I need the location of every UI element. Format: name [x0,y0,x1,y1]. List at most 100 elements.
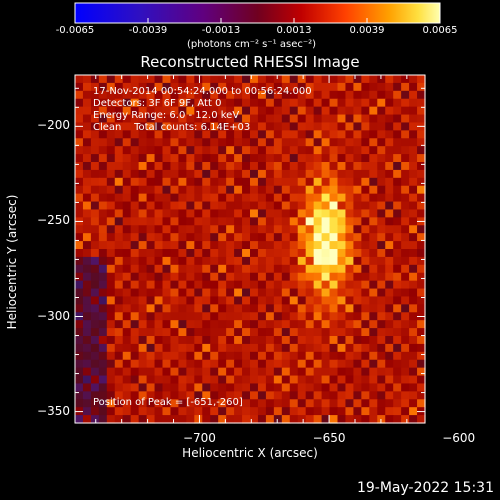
heatmap-cell [75,288,84,298]
heatmap-cell [226,82,235,92]
heatmap-cell [385,122,394,131]
heatmap-cell [170,82,179,92]
heatmap-cell [250,399,259,408]
heatmap-cell [313,201,323,211]
heatmap-cell [122,233,132,242]
heatmap-cell [226,351,235,361]
heatmap-cell [353,98,362,108]
heatmap-cell [106,304,116,313]
heatmap-cell [210,256,219,266]
heatmap-cell [273,328,283,337]
heatmap-cell [242,225,251,234]
heatmap-cell [106,177,116,187]
heatmap-cell [345,256,354,266]
heatmap-cell [305,185,315,195]
heatmap-cell [385,383,394,392]
heatmap-cell [377,130,386,139]
heatmap-cell [345,162,354,171]
heatmap-cell [361,336,370,345]
heatmap-cell [170,185,179,195]
heatmap-cell [186,280,195,290]
heatmap-cell [146,312,156,321]
heatmap-cell [369,90,378,100]
heatmap-cell [138,90,148,100]
heatmap-cell [337,280,347,290]
heatmap-cell [329,138,339,147]
heatmap-cell [305,256,315,266]
heatmap-cell [273,169,283,179]
heatmap-cell [138,336,148,345]
heatmap-cell [409,241,418,250]
heatmap-cell [154,122,164,131]
heatmap-cell [345,296,354,305]
heatmap-cell [313,209,323,218]
heatmap-cell [114,375,124,385]
heatmap-cell [138,359,148,369]
heatmap-cell [90,399,100,408]
heatmap-cell [90,336,100,345]
heatmap-cell [265,399,275,408]
y-tick-label: −200 [37,118,70,133]
heatmap-cell [337,391,347,400]
heatmap-cell [281,415,291,424]
heatmap-cell [297,154,307,163]
heatmap-cell [250,304,259,313]
heatmap-cell [313,98,323,108]
heatmap-cell [377,391,386,400]
heatmap-cell [226,264,235,274]
heatmap-cell [393,209,402,218]
heatmap-cell [98,391,108,400]
heatmap-cell [393,367,402,377]
heatmap-cell [273,162,283,171]
heatmap-cell [377,154,386,163]
heatmap-cell [114,312,124,321]
heatmap-cell [250,328,259,337]
heatmap-cell [90,241,100,250]
heatmap-cell [178,146,187,155]
heatmap-cell [361,383,370,392]
heatmap-cell [289,82,299,92]
heatmap-cell [122,209,132,218]
heatmap-cell [250,122,259,131]
heatmap-cell [281,241,291,250]
heatmap-cell [146,154,156,163]
heatmap-cell [345,146,354,155]
heatmap-cell [273,122,283,131]
heatmap-cell [130,169,140,179]
heatmap-cell [329,209,339,218]
heatmap-cell [162,375,172,385]
heatmap-cell [265,343,275,353]
heatmap-cell [106,288,116,298]
heatmap-cell [289,359,299,369]
heatmap-cell [409,272,418,282]
heatmap-cell [257,193,267,203]
heatmap-cell [361,154,370,163]
heatmap-cell [297,367,307,377]
heatmap-cell [226,193,235,203]
heatmap-cell [210,296,219,305]
heatmap-cell [234,138,243,147]
heatmap-cell [138,122,148,131]
heatmap-cell [313,217,323,226]
heatmap-cell [146,351,156,361]
heatmap-cell [75,375,84,385]
heatmap-cell [194,296,203,305]
heatmap-cell [82,304,92,313]
heatmap-cell [337,169,347,179]
heatmap-cell [361,162,370,171]
heatmap-cell [170,201,179,211]
heatmap-cell [122,351,132,361]
heatmap-cell [242,264,251,274]
heatmap-cell [305,138,315,147]
heatmap-cell [202,383,211,392]
heatmap-cell [297,391,307,400]
heatmap-cell [114,367,124,377]
heatmap-cell [353,328,362,337]
heatmap-cell [345,90,354,100]
heatmap-cell [178,343,187,353]
heatmap-cell [75,280,84,290]
heatmap-cell [273,391,283,400]
heatmap-cell [345,359,354,369]
heatmap-cell [273,320,283,329]
x-tick-label: −600 [442,431,476,445]
